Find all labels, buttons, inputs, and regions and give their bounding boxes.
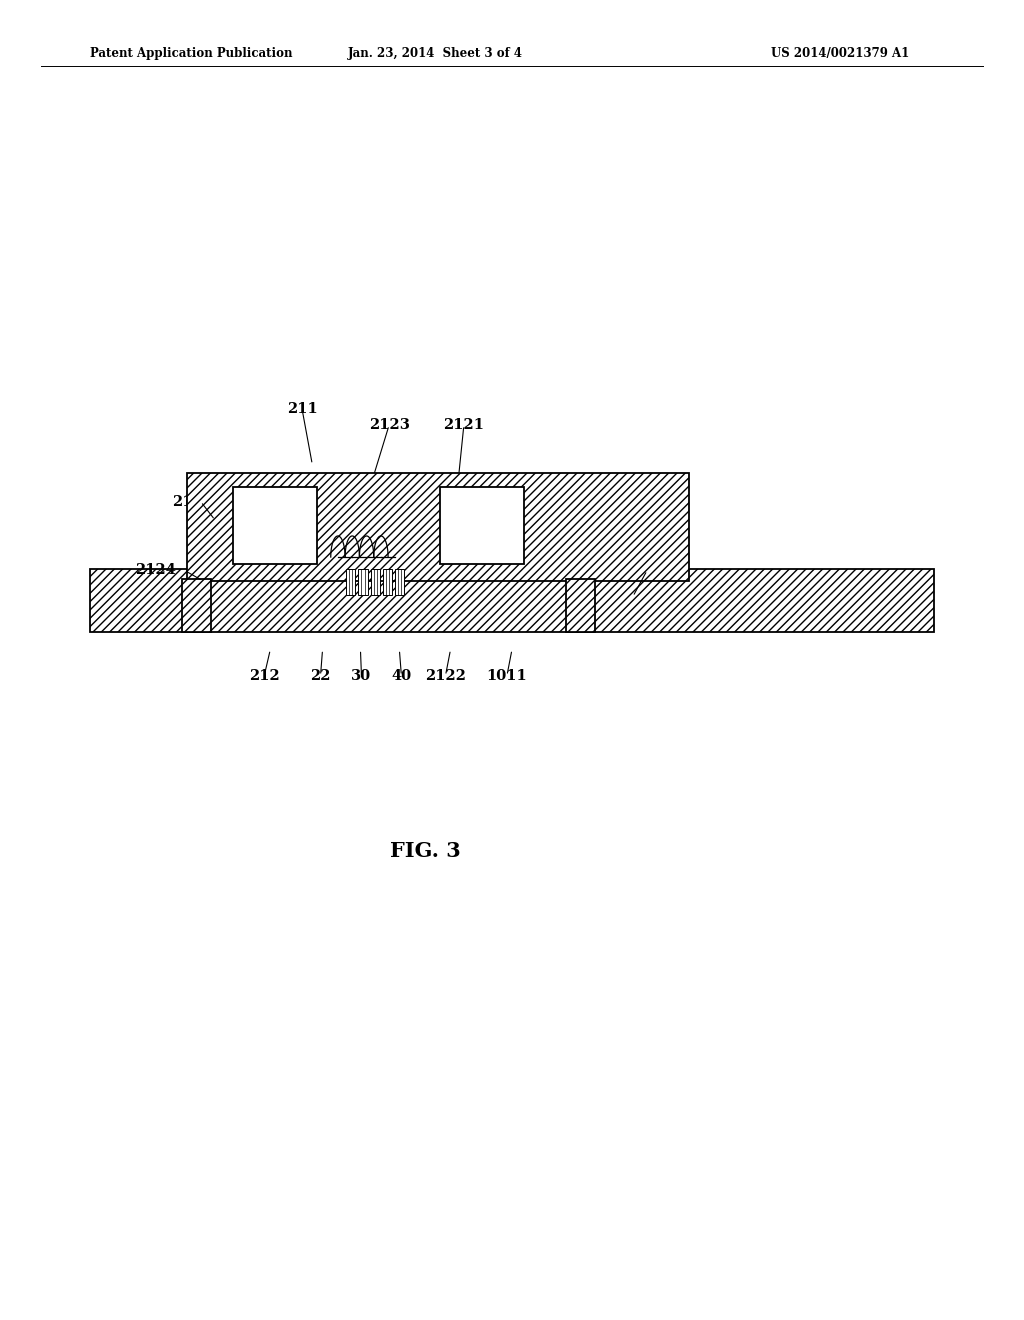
Bar: [233, 487, 317, 564]
Bar: [383, 569, 392, 595]
Text: US 2014/0021379 A1: US 2014/0021379 A1: [770, 48, 909, 59]
Bar: [182, 579, 211, 632]
Text: 212: 212: [249, 669, 280, 682]
Text: 21: 21: [172, 495, 193, 508]
Text: 211: 211: [287, 403, 317, 416]
Text: Jan. 23, 2014  Sheet 3 of 4: Jan. 23, 2014 Sheet 3 of 4: [348, 48, 522, 59]
Bar: [440, 487, 524, 564]
Bar: [566, 579, 595, 632]
Text: 40: 40: [391, 669, 412, 682]
Text: Patent Application Publication: Patent Application Publication: [90, 48, 293, 59]
Text: 30: 30: [351, 669, 372, 682]
Text: 2121: 2121: [443, 418, 484, 432]
Text: 22: 22: [310, 669, 331, 682]
Text: 2124: 2124: [135, 564, 176, 577]
Bar: [187, 473, 689, 581]
Text: 10: 10: [655, 564, 676, 577]
Text: 2122: 2122: [425, 669, 466, 682]
Text: FIG. 3: FIG. 3: [389, 841, 461, 862]
Text: 1011: 1011: [486, 669, 527, 682]
Bar: [395, 569, 404, 595]
Text: 2123: 2123: [369, 418, 410, 432]
Bar: [346, 569, 355, 595]
Bar: [358, 569, 368, 595]
Bar: [371, 569, 380, 595]
Bar: [90, 569, 934, 632]
